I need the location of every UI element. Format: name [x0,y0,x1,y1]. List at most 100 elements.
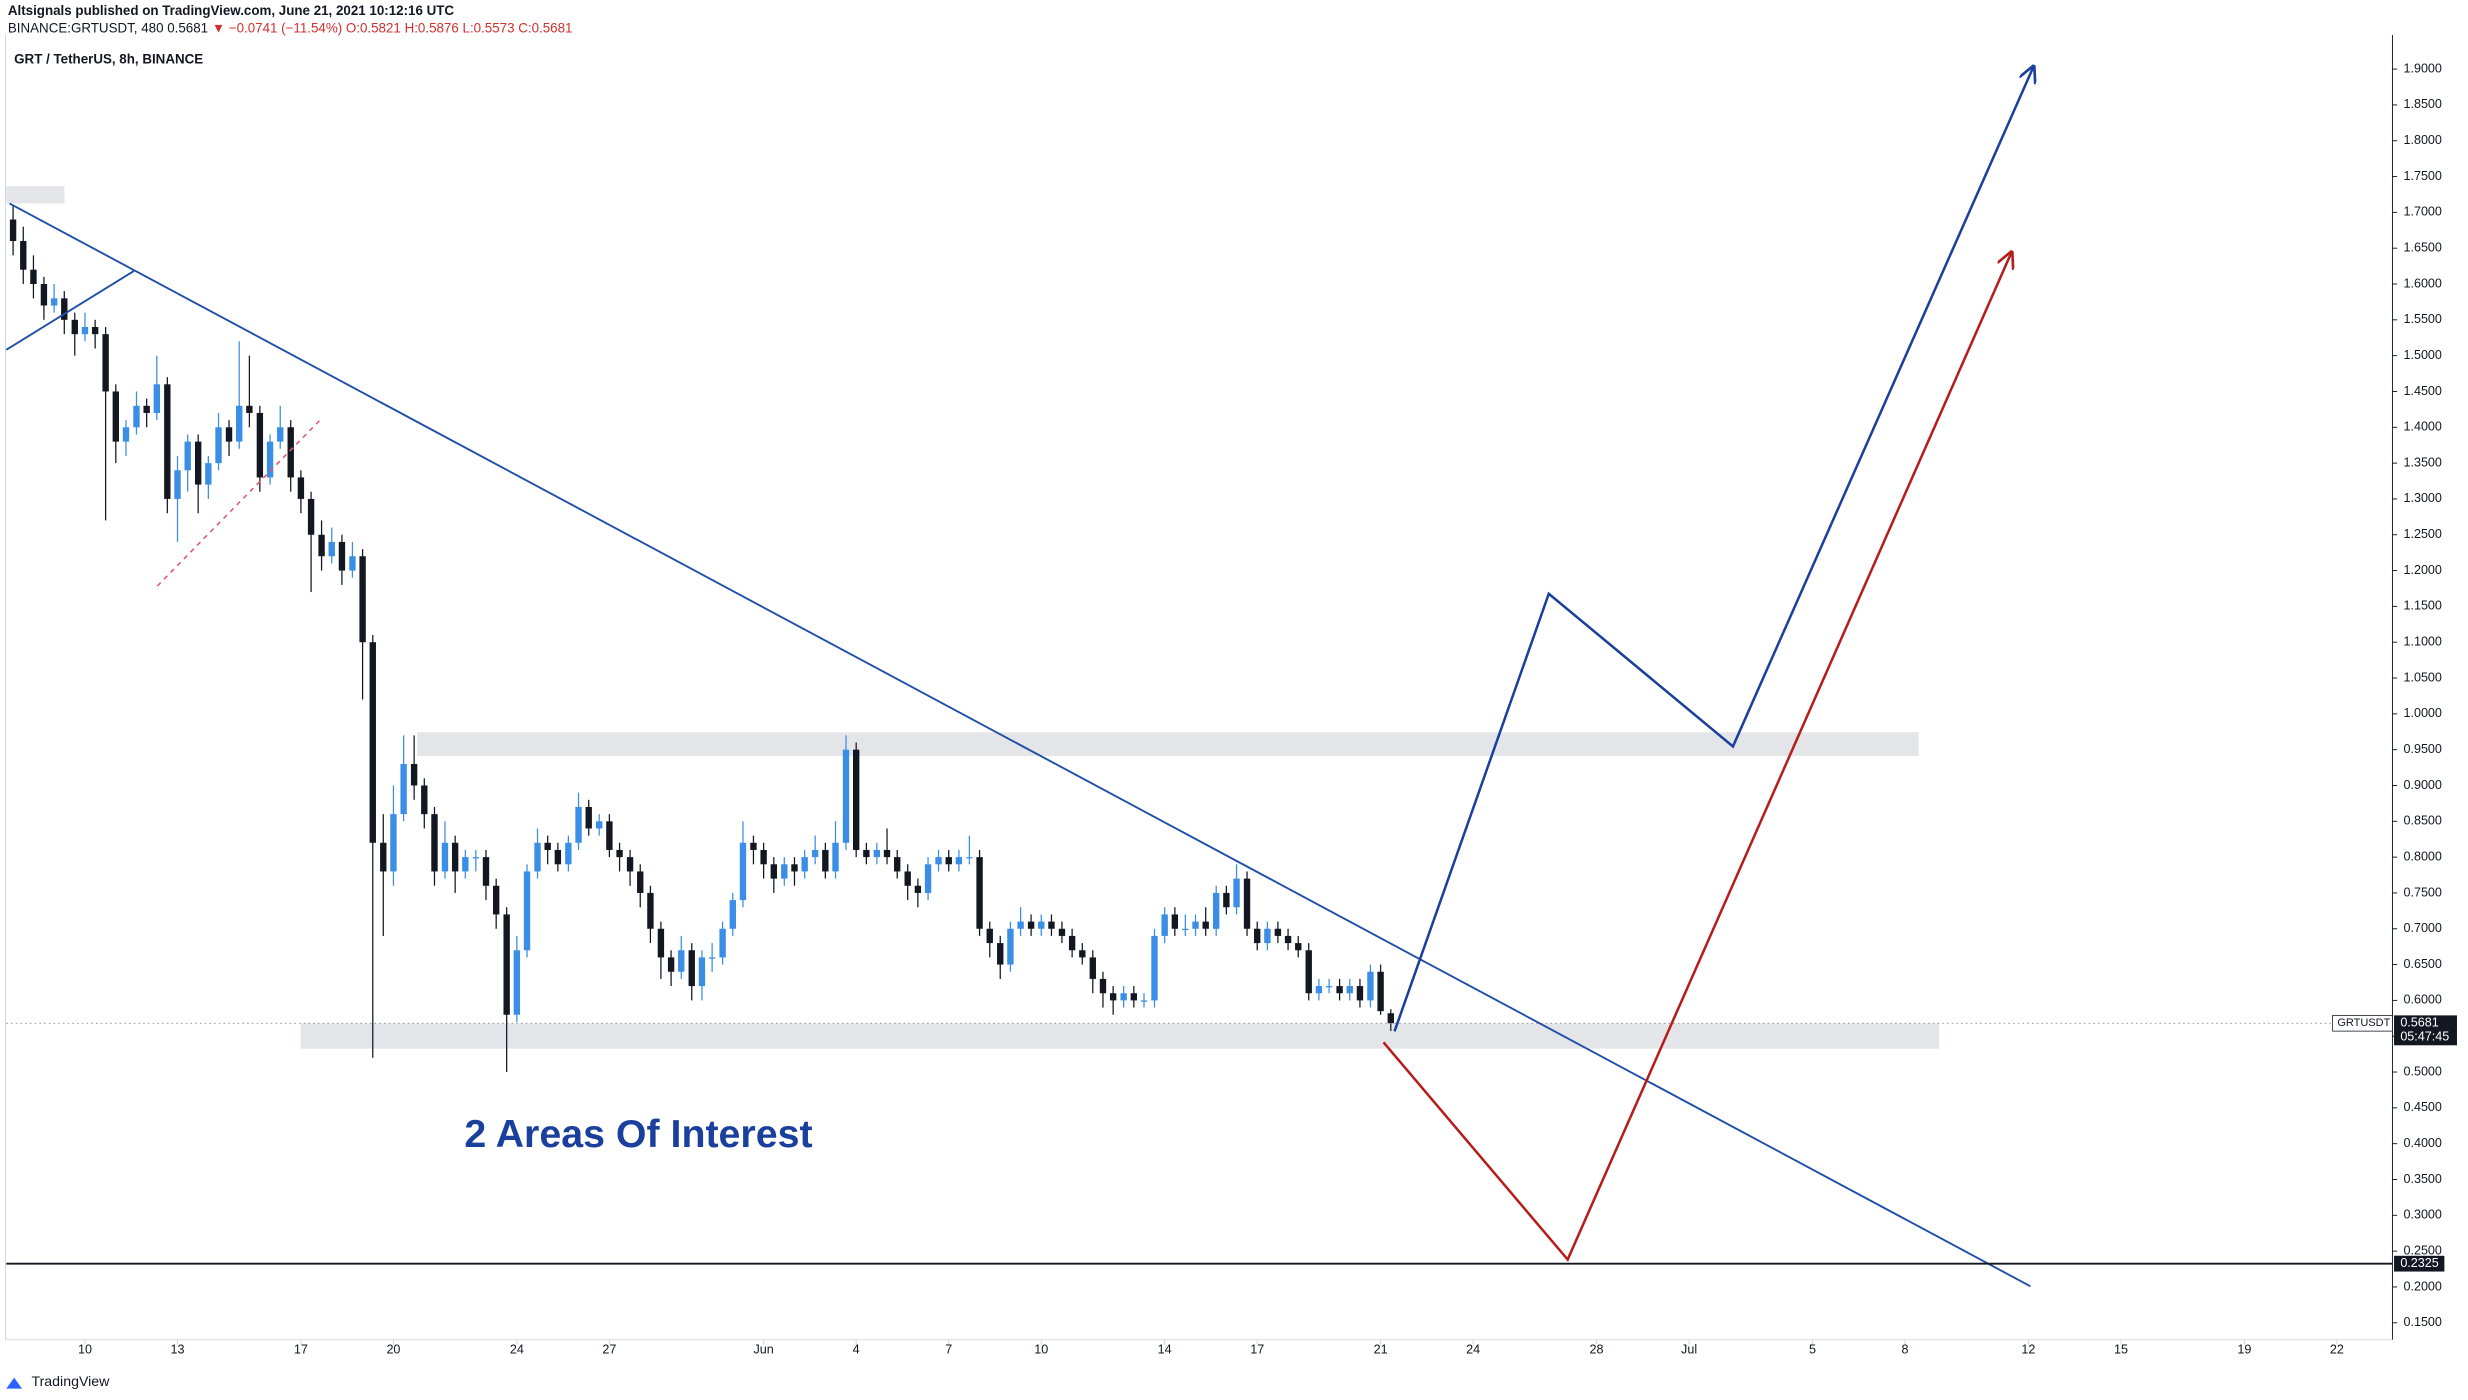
y-tick-label: 1.6500 [2403,241,2441,255]
candle-body [1356,986,1364,1001]
x-tick-label: 17 [1250,1342,1264,1356]
candle-body [883,849,891,858]
candle-body [791,864,798,872]
candle-body [9,219,17,242]
x-tick-label: 17 [294,1342,308,1356]
y-tick-label: 0.2500 [2403,1243,2441,1257]
y-tick-label: 1.3000 [2403,491,2441,505]
candle-body [842,749,850,843]
candle-body [1099,978,1107,994]
candle-body [1367,971,1374,1001]
candle-body [596,821,603,829]
y-tick-label: 0.5000 [2403,1064,2441,1078]
x-tick-label: 5 [1809,1342,1816,1356]
candle-body [832,842,839,872]
candle-body [1140,1000,1148,1002]
candle-body [667,957,675,972]
candle-body [1223,892,1230,908]
ohlc-low: L:0.5573 [463,20,515,35]
dashed-line [156,416,324,587]
candle-body [1346,986,1353,994]
candle-body [164,384,171,499]
candle-body [102,334,109,392]
y-tick-label: 0.2000 [2403,1279,2441,1293]
candle-body [1315,986,1323,994]
candle-body [1079,950,1086,958]
symbol-tag [2332,1014,2393,1032]
candle-body [492,885,500,915]
y-tick-label: 1.0000 [2403,706,2441,720]
candle-body [225,427,233,442]
candle-body [852,749,860,850]
price-label: 0.5681 [2400,1016,2438,1030]
trendline [8,202,2031,1288]
candle-body [894,857,901,872]
candle-body [40,284,48,306]
x-tick-label: 19 [2237,1342,2251,1356]
candle-body [256,412,264,478]
candle-body [1182,928,1189,931]
y-tick-label: 1.8500 [2403,97,2441,111]
y-tick-label: 0.7000 [2403,921,2441,935]
x-tick-label: 8 [1902,1342,1909,1356]
candle-body [657,928,665,958]
bull-path [1393,66,2034,1032]
candle-body [1295,943,1302,951]
x-tick-label: 14 [1158,1342,1172,1356]
y-tick-label: 1.6000 [2403,276,2441,290]
candle-body [1120,993,1127,1001]
y-tick-label: 1.7500 [2403,169,2441,183]
logo [6,1377,23,1389]
y-tick-label: 1.2500 [2403,527,2441,541]
symbol-line: BINANCE:GRTUSDT, 480 0.5681 ▼ −0.0741 (−… [8,20,573,35]
candle-body [822,849,829,872]
candle-body [297,477,305,499]
candle-body [380,842,387,872]
candle-body [1274,928,1282,936]
candle-body [1305,950,1312,994]
candle-body [616,849,623,858]
candle-body [719,928,726,958]
candle-body [143,405,150,413]
publisher: Altsignals published on TradingView.com,… [8,3,455,18]
candle-body [688,950,695,987]
symbol-label: GRTUSDT [2337,1017,2390,1029]
price-tag [2394,1015,2457,1046]
candle-body [1243,878,1251,929]
candle-body [349,556,356,571]
candle-body [976,857,983,929]
y-tick-label: 0.6000 [2403,993,2441,1007]
candle-body [1202,921,1209,929]
y-tick-label: 1.0500 [2403,670,2441,684]
candle-body [1038,921,1045,929]
candles [9,205,1394,1073]
candle-body [698,957,706,987]
y-tick-label: 1.3500 [2403,455,2441,469]
x-tick-label: 24 [1466,1342,1480,1356]
y-tick-label: 0.8000 [2403,849,2441,863]
candle-body [801,857,808,872]
candle-body [575,806,582,843]
y-tick-label: 0.3000 [2403,1208,2441,1222]
y-tick-label: 1.5500 [2403,312,2441,326]
candle-body [91,326,99,335]
candle-body [503,914,510,1015]
candle-body [1233,878,1240,908]
y-tick-label: 1.9000 [2403,61,2441,75]
ohlc-open: O:0.5821 [346,20,401,35]
y-tick-label: 1.2000 [2403,563,2441,577]
candle-body [133,405,140,428]
candle-body [1027,921,1035,929]
x-tick-label: 24 [510,1342,524,1356]
level-tag [2394,1255,2445,1272]
candle-body [544,842,551,850]
x-tick-label: 10 [1034,1342,1048,1356]
ohlc-close: C:0.5681 [518,20,572,35]
candle-body [1089,957,1096,979]
candle-body [935,857,942,865]
candle-body [708,957,716,959]
candle-body [914,885,922,893]
candle-body [472,857,480,859]
candle-body [904,871,911,886]
